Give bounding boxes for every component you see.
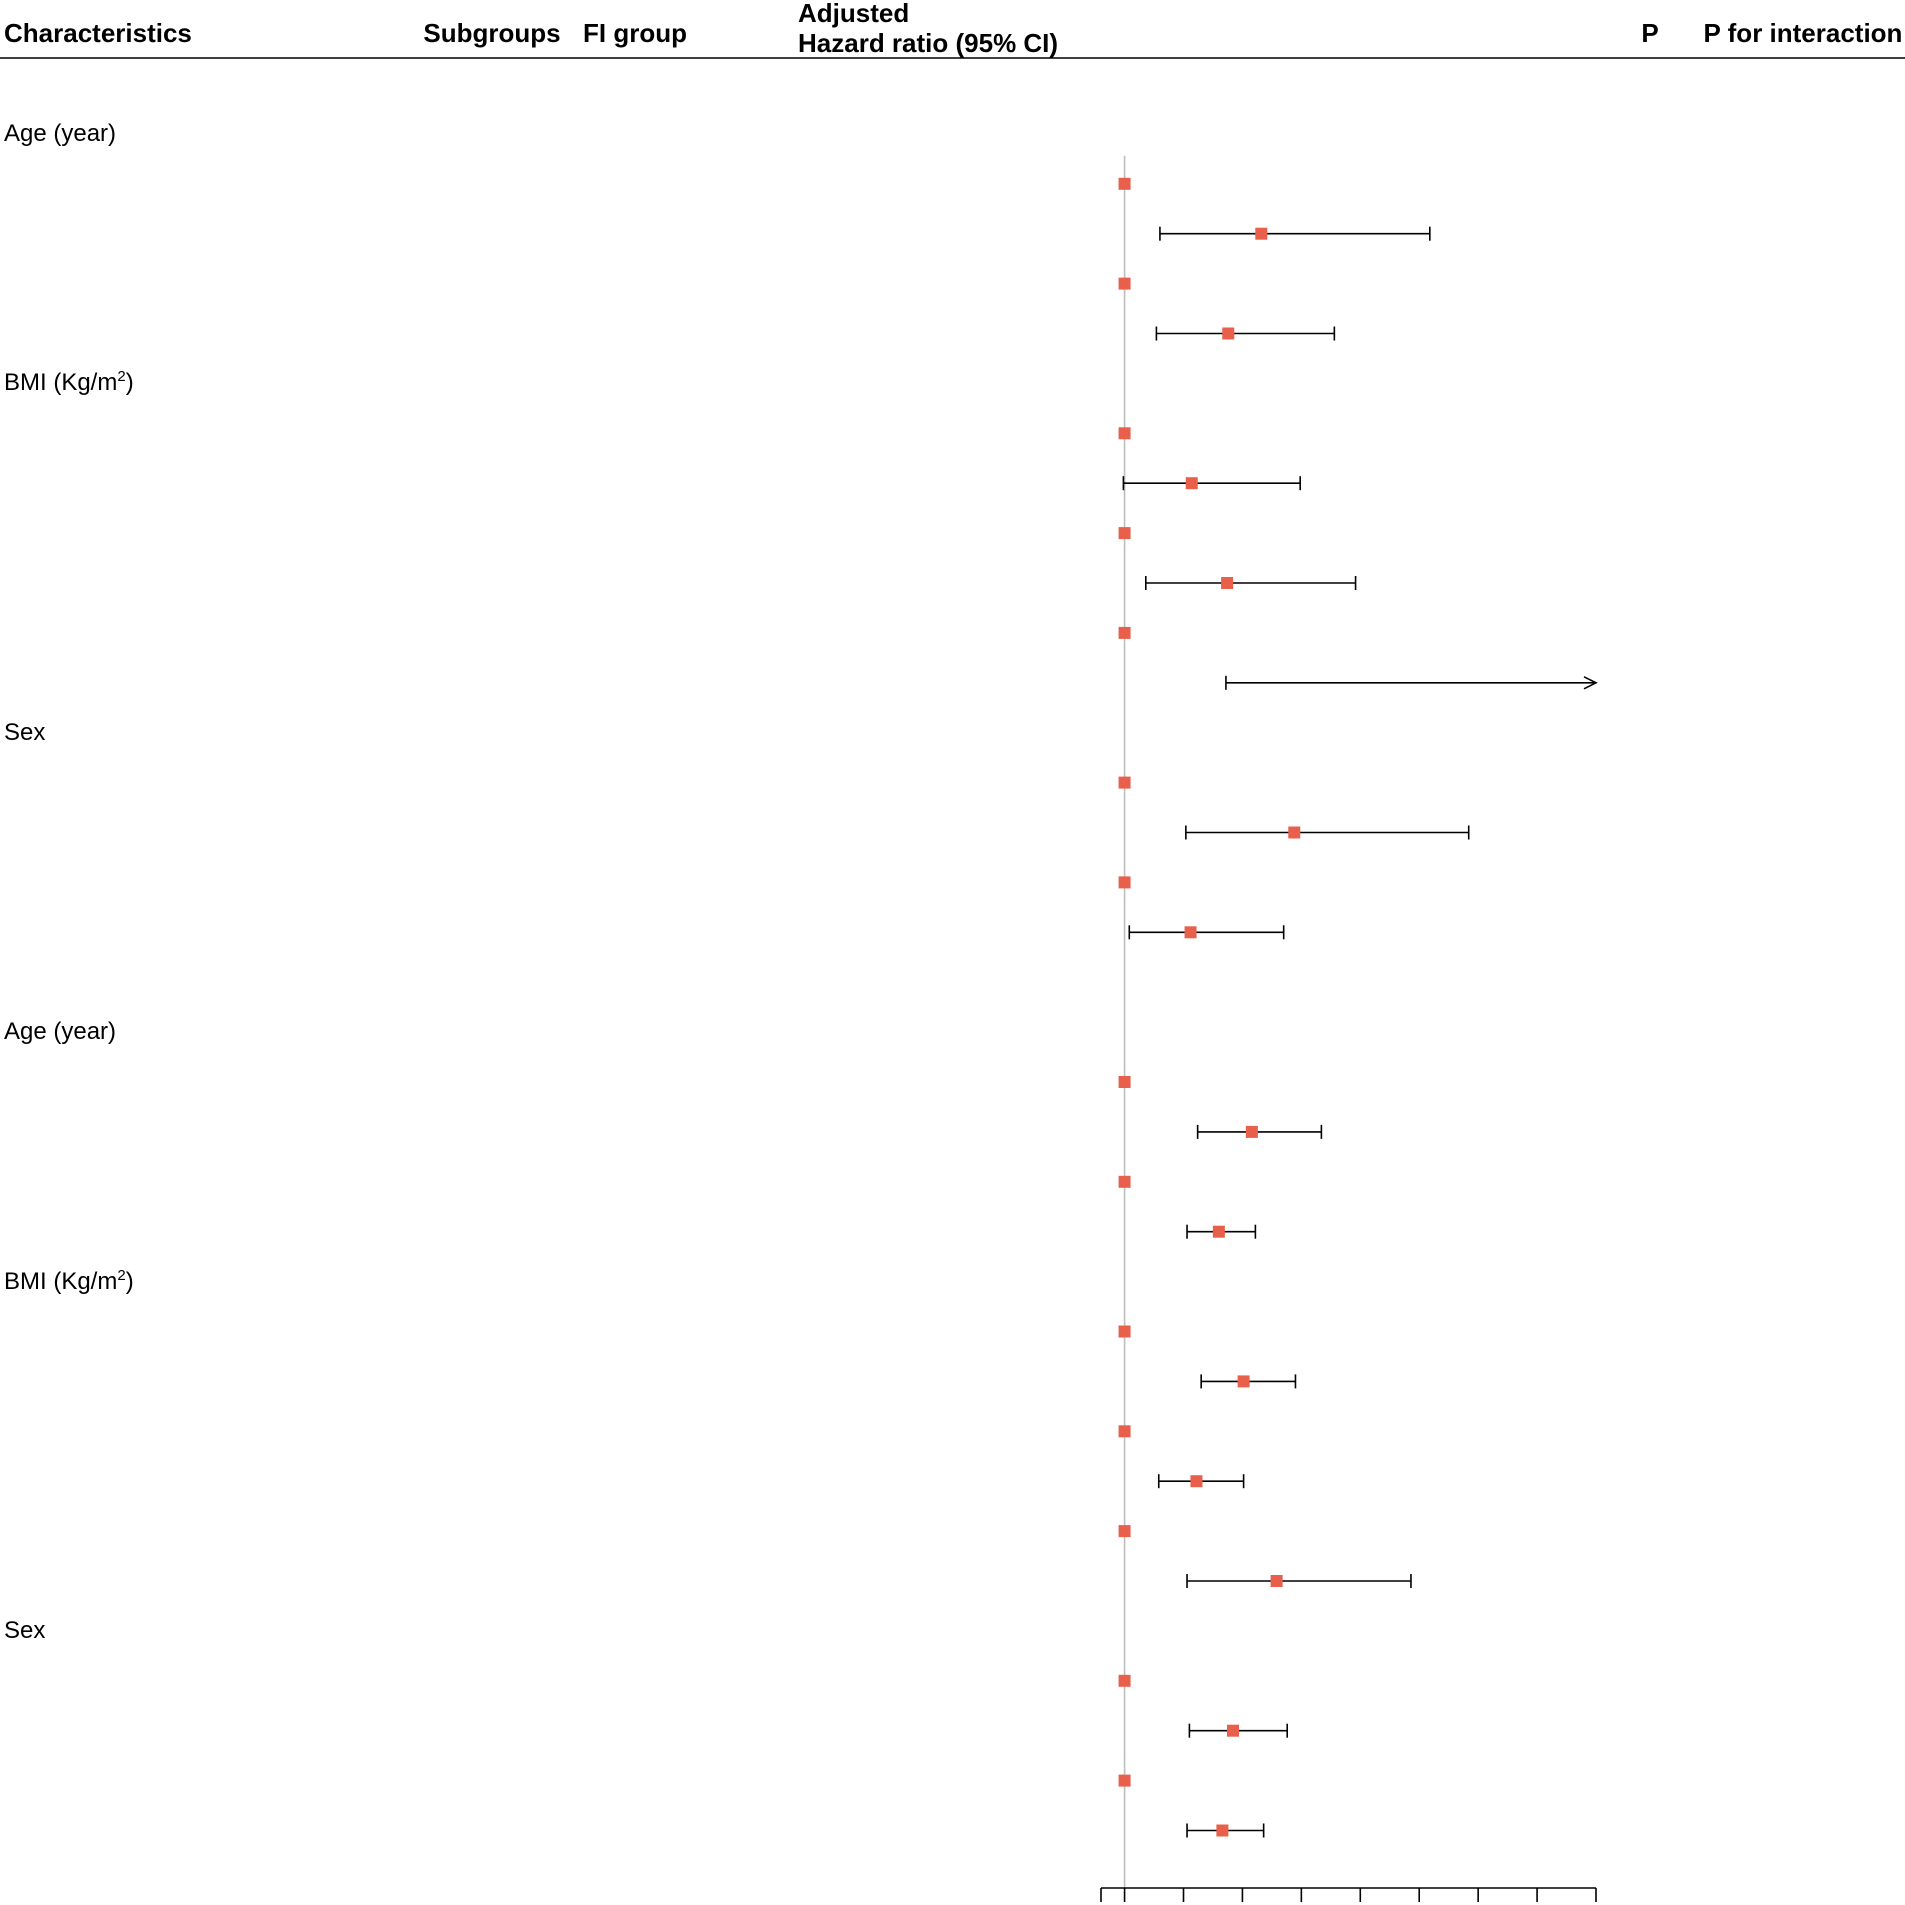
hr-point: [1255, 227, 1268, 240]
characteristic-label: Sex: [4, 1616, 45, 1646]
hr-point: [1118, 1325, 1131, 1338]
hr-point: [1221, 577, 1234, 589]
characteristic-text: Sex: [4, 1616, 46, 1644]
hr-point: [1118, 1076, 1131, 1088]
x-axis-tick-label: 5.0: [1581, 1902, 1612, 1905]
hr-point: [1118, 1774, 1131, 1787]
hr-point: [1118, 277, 1131, 290]
hr-point: [1118, 626, 1131, 639]
hr-point: [1118, 776, 1131, 789]
hr-point: [1245, 1125, 1258, 1138]
x-axis-tick-label: 2.5: [1286, 1902, 1317, 1905]
characteristic-superscript: 2: [117, 368, 126, 386]
characteristic-text-end: ): [125, 369, 134, 397]
characteristic-text: BMI (Kg/m: [4, 369, 118, 397]
ci-arrow: [1583, 676, 1598, 690]
x-axis-tick-label: 1.5: [1168, 1902, 1199, 1905]
header-p: P: [1641, 18, 1659, 48]
hr-point: [1118, 177, 1131, 190]
header-fi-group: FI group: [583, 18, 687, 48]
x-axis-tick-label: 0.8: [1086, 1902, 1117, 1905]
header-subgroups: Subgroups: [423, 18, 561, 48]
hr-point: [1270, 1575, 1283, 1587]
hr-point: [1185, 477, 1198, 490]
hr-point: [1118, 1525, 1131, 1538]
characteristic-text-end: ): [125, 1267, 134, 1295]
characteristic-label: BMI (Kg/m2): [4, 368, 134, 398]
hr-point: [1118, 427, 1131, 440]
x-axis-tick-label: 3.5: [1404, 1902, 1435, 1905]
hr-point: [1227, 1724, 1239, 1737]
characteristic-label: BMI (Kg/m2): [4, 1267, 134, 1297]
hr-point: [1288, 826, 1301, 839]
x-axis-tick-label: 2.0: [1227, 1902, 1258, 1905]
x-axis-tick-label: 1.0: [1109, 1902, 1140, 1905]
characteristic-label: Age (year): [4, 119, 116, 149]
header-p-interaction: P for interaction: [1703, 18, 1903, 48]
hr-point: [1222, 327, 1235, 340]
characteristic-label: Sex: [4, 718, 45, 748]
header-hr-line2: Hazard ratio (95% CI): [798, 28, 1059, 58]
hr-point: [1118, 527, 1131, 540]
characteristic-text: Age (year): [4, 1018, 117, 1046]
hr-point: [1118, 1175, 1131, 1188]
hr-point: [1184, 926, 1197, 939]
characteristic-superscript: 2: [117, 1266, 126, 1284]
hr-point: [1190, 1475, 1203, 1488]
characteristic-label: Age (year): [4, 1017, 116, 1047]
hr-point: [1212, 1225, 1225, 1238]
hr-point: [1237, 1375, 1250, 1388]
x-axis-tick-label: 3.0: [1345, 1902, 1376, 1905]
characteristic-text: Sex: [4, 718, 46, 746]
characteristic-text: Age (year): [4, 119, 117, 147]
hr-point: [1118, 1674, 1131, 1687]
hr-point: [1216, 1824, 1229, 1837]
x-axis-tick-label: 4.5: [1522, 1902, 1553, 1905]
hr-point: [1118, 1425, 1131, 1438]
characteristic-text: BMI (Kg/m: [4, 1267, 118, 1295]
header-hr-line1: Adjusted: [798, 0, 910, 28]
hr-point: [1118, 876, 1131, 889]
header-characteristics: Characteristics: [4, 18, 192, 48]
x-axis-tick-label: 4.0: [1463, 1902, 1494, 1905]
